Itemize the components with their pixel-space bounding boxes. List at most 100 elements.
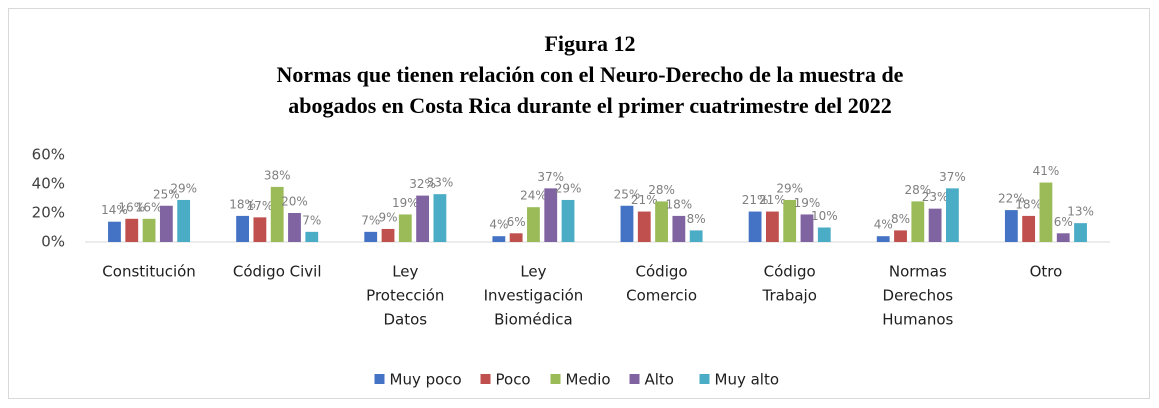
legend-swatch — [550, 374, 561, 384]
legend-label: Alto — [645, 371, 675, 389]
x-tick-label: Biomédica — [494, 311, 573, 329]
value-label: 22% — [998, 192, 1025, 206]
value-label: 6% — [1054, 215, 1073, 229]
y-tick-label: 0% — [41, 233, 65, 251]
value-label: 23% — [922, 190, 949, 204]
x-tick-label: Constitución — [102, 263, 196, 281]
bar — [561, 199, 575, 242]
x-tick-label: Normas — [889, 263, 947, 281]
bar — [1022, 215, 1036, 242]
bar — [783, 199, 797, 242]
x-tick-label: Código — [764, 263, 816, 281]
legend-label: Muy poco — [390, 371, 462, 389]
bar — [1004, 210, 1018, 242]
legend-swatch — [699, 374, 710, 384]
value-label: 21% — [631, 193, 658, 207]
bar — [800, 214, 814, 242]
value-label: 20% — [281, 195, 308, 209]
bar — [398, 214, 412, 242]
bar — [672, 215, 686, 242]
value-label: 8% — [687, 212, 706, 226]
bar — [544, 188, 558, 242]
bar — [433, 194, 447, 242]
legend-swatch — [374, 374, 385, 384]
y-tick-label: 60% — [32, 146, 65, 164]
bar — [876, 236, 890, 242]
x-tick-label: Investigación — [484, 287, 584, 305]
value-label: 7% — [361, 213, 380, 227]
x-tick-label: Código — [636, 263, 688, 281]
value-label: 29% — [555, 181, 582, 195]
value-label: 7% — [302, 213, 321, 227]
bar — [381, 228, 395, 242]
value-label: 14% — [101, 203, 128, 217]
value-label: 38% — [264, 168, 291, 182]
bar — [1056, 233, 1070, 242]
bar — [270, 186, 284, 242]
value-label: 16% — [136, 200, 163, 214]
y-tick-label: 40% — [32, 175, 65, 193]
x-tick-label: Datos — [384, 311, 428, 329]
bar — [911, 201, 925, 242]
value-label: 10% — [811, 209, 838, 223]
bar — [108, 221, 121, 242]
x-tick-label: Código Civil — [233, 263, 322, 281]
legend-swatch — [480, 374, 491, 384]
value-label: 41% — [1033, 164, 1060, 178]
value-label: 18% — [1015, 197, 1042, 211]
value-label: 28% — [904, 183, 931, 197]
bar — [288, 213, 301, 242]
bar — [928, 208, 942, 242]
chart-frame — [8, 8, 1150, 399]
chart-title: Normas que tienen relación con el Neuro-… — [277, 62, 904, 87]
value-label: 37% — [537, 170, 564, 184]
value-label: 19% — [392, 196, 419, 210]
bar — [817, 227, 831, 242]
bar — [655, 201, 668, 242]
value-label: 25% — [153, 187, 180, 201]
legend-label: Medio — [566, 371, 611, 389]
value-label: 4% — [874, 218, 893, 232]
value-label: 18% — [666, 197, 693, 211]
bar — [637, 211, 651, 242]
bar — [765, 211, 779, 242]
x-tick-label: Ley — [520, 263, 546, 281]
bar — [946, 188, 959, 242]
value-label: 29% — [776, 181, 803, 195]
x-tick-label: Protección — [366, 287, 444, 305]
value-label: 21% — [742, 193, 769, 207]
bar — [527, 207, 540, 242]
bar — [492, 236, 506, 242]
value-label: 37% — [939, 170, 966, 184]
bar — [620, 205, 634, 242]
value-label: 13% — [1067, 205, 1094, 219]
bar — [748, 211, 762, 242]
value-label: 25% — [614, 187, 641, 201]
bar — [509, 233, 523, 242]
bar — [364, 231, 378, 242]
legend-label: Poco — [496, 371, 531, 389]
value-label: 33% — [427, 176, 454, 190]
value-label: 24% — [520, 189, 547, 203]
value-label: 29% — [170, 181, 197, 195]
y-tick-label: 20% — [32, 204, 65, 222]
x-tick-label: Derechos — [883, 287, 954, 305]
value-label: 6% — [507, 215, 526, 229]
x-tick-label: Humanos — [882, 311, 953, 329]
value-label: 19% — [794, 196, 821, 210]
x-tick-label: Ley — [392, 263, 418, 281]
legend-swatch — [629, 374, 640, 384]
bar — [177, 199, 191, 242]
bar — [125, 218, 139, 242]
value-label: 21% — [759, 193, 786, 207]
value-label: 32% — [409, 177, 436, 191]
bar — [689, 230, 703, 242]
bar — [305, 231, 319, 242]
chart-title: Figura 12 — [544, 31, 635, 56]
bar — [236, 215, 249, 242]
legend-label: Muy alto — [715, 371, 780, 389]
bar — [1039, 182, 1053, 242]
chart-title: abogados en Costa Rica durante el primer… — [288, 93, 892, 118]
x-tick-label: Trabajo — [762, 287, 817, 305]
